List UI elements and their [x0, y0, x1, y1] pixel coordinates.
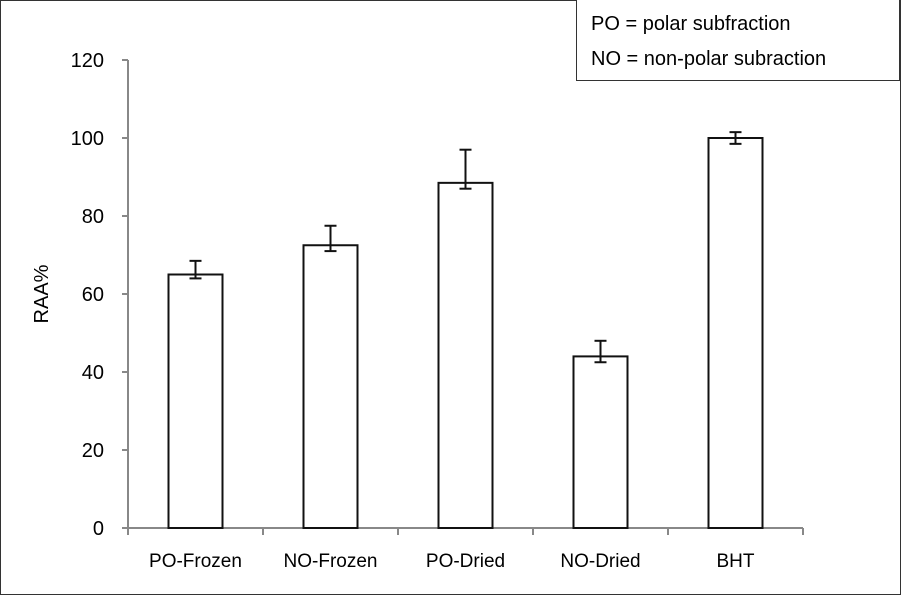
y-tick-label: 40: [82, 362, 104, 384]
x-tick-label: PO-Dried: [426, 551, 505, 572]
bar-no-frozen: [302, 244, 359, 529]
x-tick-label: NO-Frozen: [284, 551, 378, 572]
x-tick-label: NO-Dried: [560, 551, 640, 572]
legend-box: PO = polar subfraction NO = non-polar su…: [576, 0, 900, 81]
legend-po: PO = polar subfraction: [591, 13, 791, 35]
x-tick-label: BHT: [717, 551, 755, 572]
y-tick-label: 100: [71, 128, 104, 150]
legend-no: NO = non-polar subraction: [591, 48, 827, 70]
bar-po-frozen: [167, 273, 224, 529]
y-tick-label: 20: [82, 440, 104, 462]
y-tick-label: 0: [93, 518, 104, 540]
bar-bht: [707, 137, 764, 529]
bar-no-dried: [572, 355, 629, 529]
bar-po-dried: [437, 181, 494, 529]
x-tick-label: PO-Frozen: [149, 551, 242, 572]
y-axis-label: RAA%: [31, 264, 53, 323]
y-tick-label: 80: [82, 206, 104, 228]
y-tick-label: 60: [82, 284, 104, 306]
y-tick-label: 120: [71, 50, 104, 72]
